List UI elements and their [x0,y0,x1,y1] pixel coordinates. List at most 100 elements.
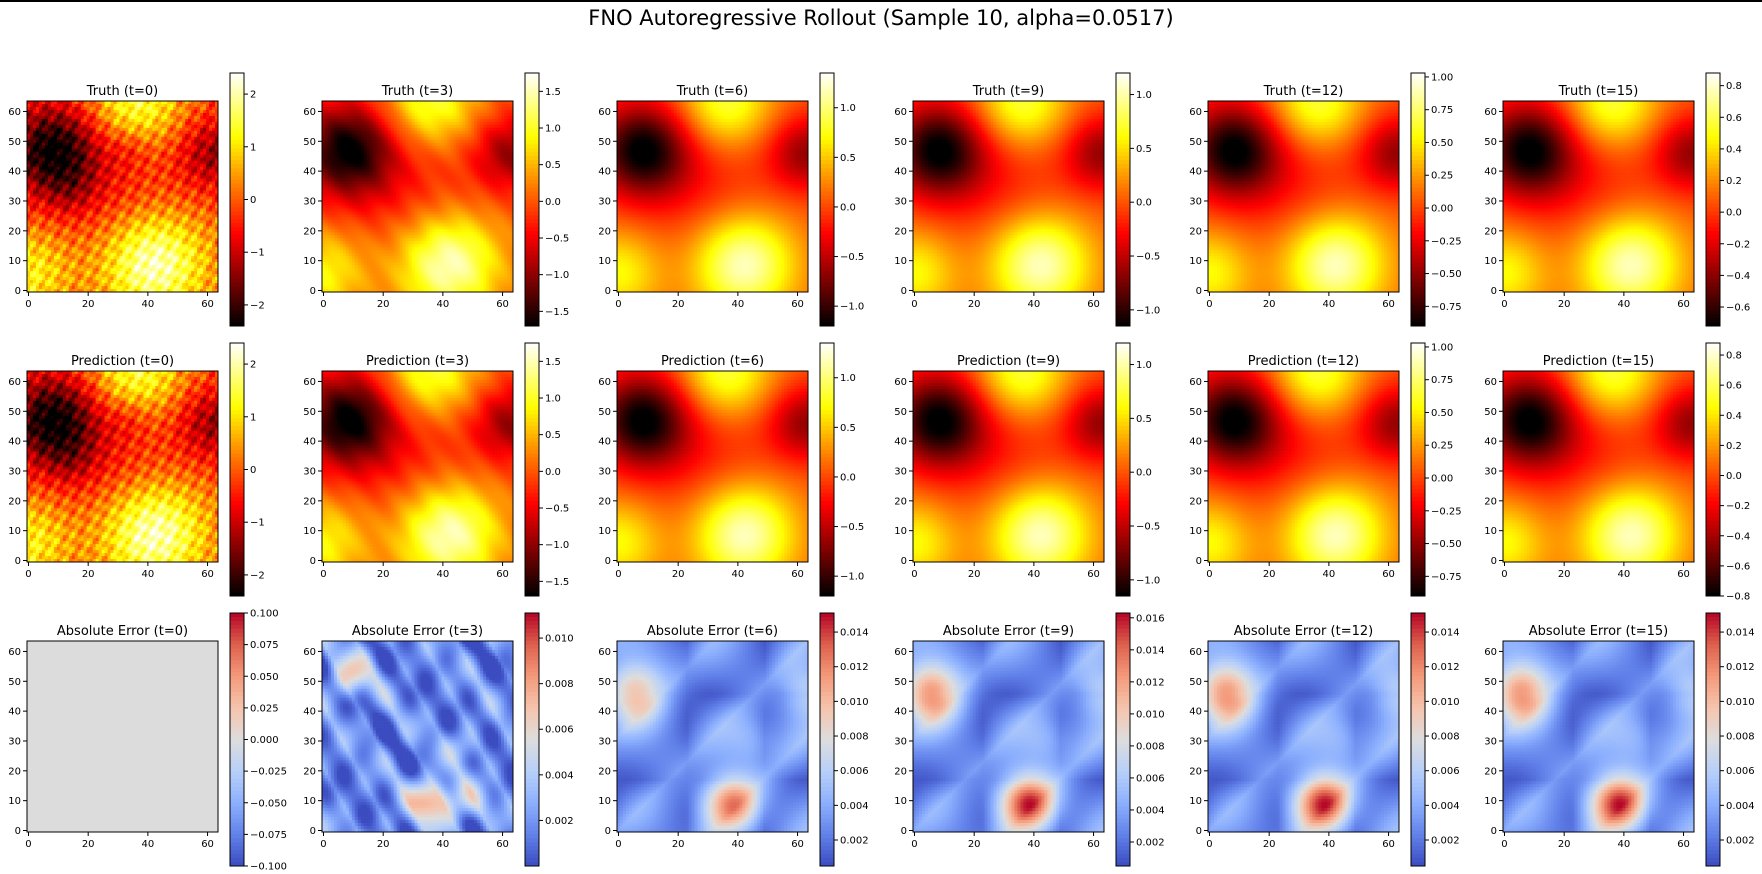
x-tick-label: 60 [1677,839,1690,850]
y-tick-label: 20 [1189,766,1202,777]
y-tick-label: 40 [303,437,316,448]
y-tick-label: 60 [303,647,316,658]
colorbar-tick-label: 0.002 [1726,836,1755,847]
colorbar-tick-label: −0.6 [1726,303,1750,314]
colorbar: 1.51.00.50.0−0.5−1.0−1.5 [525,343,569,596]
colorbar-tick-label: −0.25 [1431,506,1462,517]
colorbar-tick-label: 0 [250,465,256,476]
y-tick-label: 40 [598,167,611,178]
y-tick-label: 60 [598,647,611,658]
x-tick-label: 20 [1558,569,1571,580]
y-tick-label: 40 [8,707,21,718]
colorbar-tick-label: 0.075 [250,640,279,651]
y-tick-label: 50 [1189,137,1202,148]
colorbar-tick-label: 0.5 [840,153,856,164]
subplot-3-1: Absolute Error (t=0)0 20 40 600102030405060… [8,609,287,873]
colorbar-tick-label: −0.25 [1431,236,1462,247]
x-tick-label: 0 [25,299,31,310]
y-tick-label: 40 [303,707,316,718]
heatmap-cells [913,101,1104,292]
colorbar-tick-label: 0.2 [1726,176,1742,187]
y-tick-label: 0 [310,826,316,837]
colorbar-tick-label: −0.50 [1431,539,1462,550]
colorbar-tick-label: 0.014 [1726,628,1755,639]
y-tick-label: 0 [310,556,316,567]
heatmap-cells [1503,371,1694,562]
colorbar-tick-label: 1 [250,412,256,423]
y-tick-label: 10 [303,796,316,807]
colorbar-tick-label: 0.5 [840,423,856,434]
colorbar-tick-label: 0.004 [1136,805,1165,816]
y-tick-label: 50 [8,677,21,688]
x-tick-label: 60 [1382,569,1395,580]
x-tick-label: 40 [1028,569,1041,580]
colorbar-tick-label: 0.5 [545,160,561,171]
subplot-title: Truth (t=6) [676,84,749,99]
heatmap-cells [1208,371,1399,562]
y-tick-label: 30 [894,736,907,747]
y-tick-label: 30 [8,736,21,747]
colorbar-tick-label: −0.100 [250,862,287,873]
x-tick-label: 20 [1263,569,1276,580]
colorbar-tick-label: −0.5 [545,504,569,515]
x-tick-label: 0 [1206,569,1212,580]
y-tick-label: 50 [1189,407,1202,418]
y-tick-label: 30 [598,466,611,477]
colorbar-tick-label: 0.8 [1726,81,1742,92]
subplot-title: Prediction (t=15) [1543,354,1654,369]
x-tick-label: 60 [496,569,509,580]
colorbar-tick-label: −0.4 [1726,531,1750,542]
y-tick-label: 30 [1484,466,1497,477]
y-tick-label: 60 [303,107,316,118]
y-tick-label: 20 [303,226,316,237]
colorbar-tick-label: 0.100 [250,609,279,620]
x-tick-label: 40 [437,299,450,310]
colorbar: 0.1000.0750.0500.0250.000−0.025−0.050−0.… [230,609,287,873]
colorbar-tick-label: 0.012 [1136,677,1165,688]
heatmap-cells [1503,101,1694,292]
x-tick-label: 40 [732,839,745,850]
colorbar-tick-label: 0 [250,195,256,206]
y-tick-label: 60 [1484,107,1497,118]
colorbar-tick-label: 0.0 [1136,468,1152,479]
x-tick-label: 40 [1028,299,1041,310]
y-tick-label: 0 [15,286,21,297]
y-tick-label: 0 [901,826,907,837]
colorbar-tick-label: 1.0 [545,394,561,405]
colorbar-tick-label: 0.008 [545,679,574,690]
y-tick-label: 10 [894,796,907,807]
colorbar-tick-label: 0.010 [545,634,574,645]
colorbar-tick-label: 0.004 [840,801,869,812]
colorbar-tick-label: 0.008 [1431,732,1460,743]
y-tick-label: 10 [303,526,316,537]
y-tick-label: 30 [598,196,611,207]
y-tick-label: 60 [894,647,907,658]
colorbar-tick-label: 0.012 [840,662,869,673]
y-tick-label: 20 [303,496,316,507]
colorbar-tick-label: −2 [250,570,265,581]
colorbar-tick-label: 0.012 [1431,662,1460,673]
heatmap-cells [322,641,513,832]
heatmap-cells [1208,101,1399,292]
y-tick-label: 60 [1484,377,1497,388]
y-tick-label: 0 [15,556,21,567]
y-tick-label: 20 [1189,496,1202,507]
y-tick-label: 50 [8,407,21,418]
colorbar-tick-label: 0.0 [840,202,856,213]
subplot-title: Absolute Error (t=12) [1234,624,1373,639]
colorbar-tick-label: 1.00 [1431,342,1453,353]
x-tick-label: 20 [672,569,685,580]
colorbar-tick-label: −2 [250,300,265,311]
y-tick-label: 20 [598,226,611,237]
y-tick-label: 20 [598,496,611,507]
colorbar-tick-label: 1.5 [545,87,561,98]
colorbar-tick-label: 0.006 [545,725,574,736]
colorbar-tick-label: 1.0 [840,373,856,384]
x-tick-label: 40 [1323,839,1336,850]
y-tick-label: 60 [1484,647,1497,658]
x-tick-label: 20 [1558,299,1571,310]
heatmap-cells [27,371,218,562]
x-tick-label: 40 [142,299,155,310]
subplot-title: Absolute Error (t=3) [352,624,483,639]
